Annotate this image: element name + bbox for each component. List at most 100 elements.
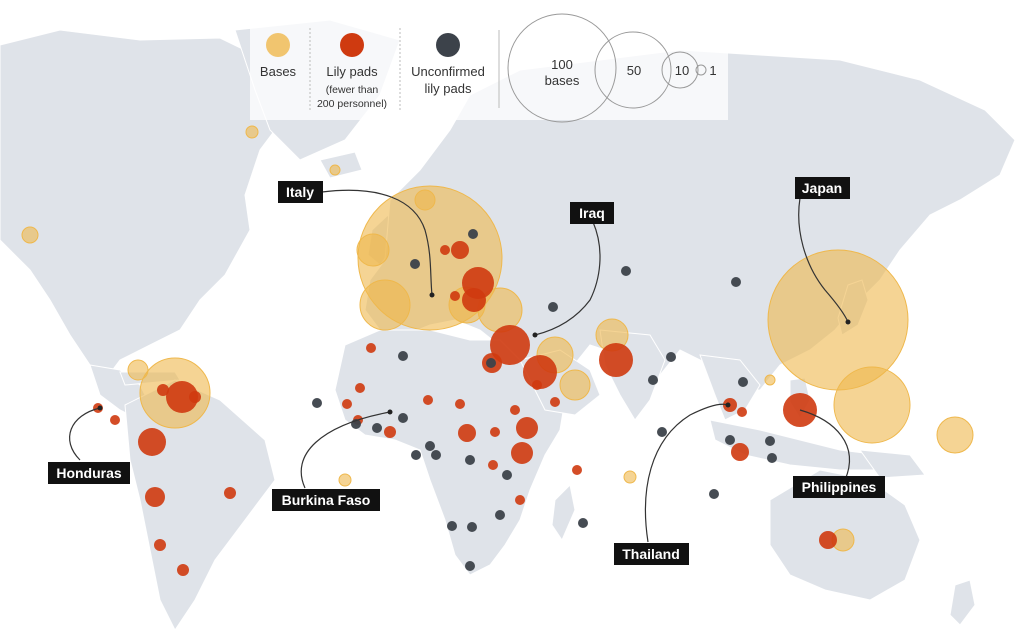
land-madagascar bbox=[551, 483, 576, 542]
lily-bubble bbox=[458, 424, 476, 442]
lily-bubble bbox=[488, 460, 498, 470]
lily-bubble bbox=[366, 343, 376, 353]
legend-lily-note-2: 200 personnel) bbox=[317, 98, 387, 110]
legend-unconfirmed-label-1: Unconfirmed bbox=[411, 64, 485, 79]
lily-bubble bbox=[731, 443, 749, 461]
lily-bubble bbox=[189, 391, 201, 403]
bases-bubble bbox=[245, 125, 259, 139]
lily-bubble bbox=[515, 495, 525, 505]
land-new-zealand bbox=[949, 579, 976, 626]
lily-bubble bbox=[532, 380, 542, 390]
legend-lily-swatch bbox=[340, 33, 364, 57]
bases-bubble bbox=[338, 473, 352, 487]
unconf-bubble bbox=[657, 427, 667, 437]
legend-unconfirmed-label-2: lily pads bbox=[425, 81, 472, 96]
unconf-bubble bbox=[765, 436, 775, 446]
lily-bubble bbox=[355, 383, 365, 393]
lily-bubble bbox=[737, 407, 747, 417]
leader-burkina bbox=[300, 411, 391, 489]
unconf-bubble bbox=[447, 521, 457, 531]
legend-size-1-label: 1 bbox=[709, 63, 716, 78]
legend-size-100-label-2: bases bbox=[545, 73, 580, 88]
label-japan: Japan bbox=[795, 177, 850, 199]
unconf-bubble bbox=[410, 259, 420, 269]
legend-bases-label: Bases bbox=[260, 64, 297, 79]
legend-size-50-label: 50 bbox=[627, 63, 641, 78]
lily-bubble bbox=[166, 381, 198, 413]
unconf-bubble bbox=[621, 266, 631, 276]
legend-size-100-label-1: 100 bbox=[551, 57, 573, 72]
label-iraq: Iraq bbox=[570, 202, 614, 224]
unconf-bubble bbox=[467, 522, 477, 532]
svg-text:Honduras: Honduras bbox=[56, 465, 122, 481]
legend-lily-note-1: (fewer than bbox=[326, 84, 379, 96]
bases-bubble bbox=[359, 279, 411, 331]
lily-bubble bbox=[154, 539, 166, 551]
legend-unconfirmed-swatch bbox=[436, 33, 460, 57]
bases-bubble bbox=[767, 249, 909, 391]
leader-iraq bbox=[534, 221, 601, 336]
lily-bubble bbox=[510, 405, 520, 415]
lily-bubble bbox=[177, 564, 189, 576]
bases-bubble bbox=[833, 366, 911, 444]
unconf-bubble bbox=[548, 302, 558, 312]
lily-bubble bbox=[455, 399, 465, 409]
bases-bubble bbox=[936, 416, 974, 454]
leader-dots bbox=[97, 292, 851, 415]
legend-size-1-ring bbox=[695, 64, 707, 76]
unconf-bubble bbox=[578, 518, 588, 528]
unconf-bubble bbox=[411, 450, 421, 460]
bases-bubble bbox=[623, 470, 637, 484]
label-philippines: Philippines bbox=[793, 476, 885, 498]
legend-lily-label: Lily pads bbox=[326, 64, 378, 79]
bases-bubble bbox=[127, 359, 149, 381]
unconf-bubble bbox=[725, 435, 735, 445]
unconf-bubble bbox=[709, 489, 719, 499]
land-iceland bbox=[319, 151, 363, 179]
lily-bubble bbox=[490, 427, 500, 437]
lily-bubble bbox=[490, 325, 530, 365]
unconf-bubble bbox=[398, 351, 408, 361]
lily-bubble bbox=[157, 384, 169, 396]
lily-bubble bbox=[450, 291, 460, 301]
unconf-bubble bbox=[465, 561, 475, 571]
lily-bubble bbox=[224, 487, 236, 499]
lily-bubble bbox=[516, 417, 538, 439]
svg-text:Iraq: Iraq bbox=[579, 205, 605, 221]
bases-bubble bbox=[356, 233, 390, 267]
unconf-bubble bbox=[731, 277, 741, 287]
svg-text:Italy: Italy bbox=[286, 184, 314, 200]
unconf-bubble bbox=[372, 423, 382, 433]
unconf-bubble bbox=[468, 229, 478, 239]
unconf-bubble bbox=[465, 455, 475, 465]
leader-honduras bbox=[69, 407, 101, 461]
svg-text:Japan: Japan bbox=[802, 180, 842, 196]
lily-bubble bbox=[384, 426, 396, 438]
legend-size-100-ring bbox=[507, 13, 617, 123]
svg-text:Philippines: Philippines bbox=[802, 479, 877, 495]
bases-bubble bbox=[21, 226, 39, 244]
svg-text:Burkina Faso: Burkina Faso bbox=[282, 492, 371, 508]
bases-bubble bbox=[764, 374, 776, 386]
label-italy: Italy bbox=[278, 181, 323, 203]
unconf-bubble bbox=[495, 510, 505, 520]
unconf-bubble bbox=[502, 470, 512, 480]
label-honduras: Honduras bbox=[48, 462, 130, 484]
legend-size-10-label: 10 bbox=[675, 63, 689, 78]
legend-size-50-ring bbox=[594, 31, 672, 109]
bases-bubble bbox=[414, 189, 436, 211]
lily-bubble bbox=[423, 395, 433, 405]
lily-bubble bbox=[599, 343, 633, 377]
lily-bubble bbox=[462, 288, 486, 312]
unconf-bubble bbox=[425, 441, 435, 451]
leader-philippines bbox=[799, 409, 850, 481]
legend-background bbox=[250, 15, 728, 120]
lily-bubble bbox=[819, 531, 837, 549]
lily-bubble bbox=[550, 397, 560, 407]
svg-text:Thailand: Thailand bbox=[622, 546, 680, 562]
lily-bubble bbox=[451, 241, 469, 259]
leader-lines bbox=[69, 189, 850, 543]
legend-size-10-ring bbox=[661, 51, 699, 89]
